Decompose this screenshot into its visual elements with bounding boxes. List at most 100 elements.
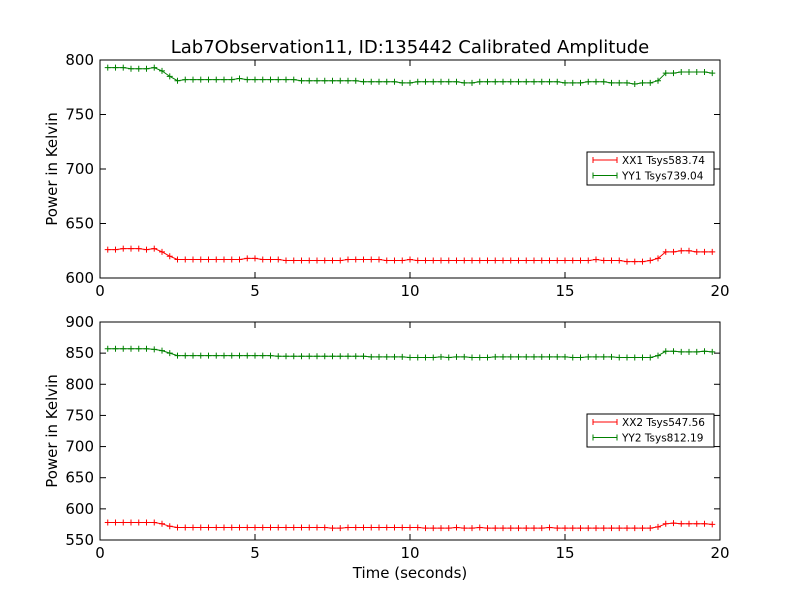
bottom-subplot-data-point: [221, 352, 227, 359]
top-subplot-data-point: [182, 76, 189, 83]
bottom-subplot: 0 5 10 15 20 550 600 650 700 750 800 850 900 Power i…: [43, 313, 730, 582]
bottom-subplot-data-point: [670, 348, 677, 355]
top-subplot-data-point: [438, 78, 444, 85]
bottom-subplot-data-point: [197, 524, 204, 531]
bottom-subplot-data-point: [453, 524, 460, 531]
top-subplot-data-point: [244, 76, 251, 83]
top-subplot-data-point: [329, 257, 336, 264]
top-subplot-data-point: [112, 64, 119, 71]
bottom-subplot-data-point: [600, 525, 607, 532]
top-subplot-data-point: [678, 247, 685, 254]
bottom-subplot-data-point: [244, 524, 251, 531]
top-subplot-data-point: [306, 77, 313, 84]
bottom-subplot-data-point: [678, 348, 685, 355]
bottom-subplot-data-point: [399, 524, 406, 531]
bottom-subplot-data-point: [414, 524, 421, 531]
top-subplot-data-point: [577, 79, 584, 86]
bottom-subplot-data-point: [166, 523, 173, 530]
top-subplot-data-point: [391, 78, 398, 85]
bottom-subplot-data-point: [438, 525, 444, 532]
bottom-subplot-data-point: [655, 352, 661, 359]
bottom-subplot-data-point: [492, 353, 499, 360]
bottom-subplot-data-point: [500, 525, 506, 532]
bottom-subplot-data-point: [143, 345, 150, 352]
bottom-subplot-data-point: [538, 353, 545, 360]
bottom-subplot-data-point: [321, 524, 328, 531]
bottom-subplot-data-point: [383, 353, 390, 360]
top-subplot-data-point: [438, 257, 444, 264]
bottom-subplot-data-point: [624, 525, 630, 532]
bottom-subplot-data-point: [135, 519, 142, 526]
top-subplot-data-point: [267, 256, 274, 263]
top-subplot-data-point: [197, 76, 204, 83]
bottom-subplot-data-point: [655, 523, 661, 530]
top-subplot-data-point: [616, 79, 623, 86]
top-subplot-data-point: [639, 79, 646, 86]
bottom-subplot-data-point: [546, 353, 553, 360]
top-subplot-data-point: [600, 257, 607, 264]
bottom-subplot-data-point: [306, 353, 313, 360]
bottom-subplot-data-point: [120, 345, 127, 352]
bottom-subplot-data-point: [469, 525, 475, 532]
top-subplot-data-point: [469, 257, 475, 264]
bottom-subplot-data-point: [600, 353, 607, 360]
top-subplot-data-point: [686, 68, 692, 75]
top-subplot-data-point: [306, 257, 313, 264]
bottom-subplot-data-point: [538, 525, 545, 532]
top-subplot-data-point: [174, 256, 181, 263]
top-subplot-frame: [99, 59, 721, 279]
top-subplot-data-point: [531, 257, 537, 264]
bottom-subplot-y-tick-label: 750: [65, 406, 94, 424]
bottom-subplot-data-point: [608, 353, 615, 360]
top-subplot-data-point: [368, 256, 375, 263]
top-subplot-data-point: [616, 257, 623, 264]
top-subplot-legend-marker: [592, 172, 618, 179]
top-subplot-data-point: [244, 255, 251, 262]
bottom-subplot-legend-marker: [592, 434, 618, 441]
top-subplot-y-axis-label: Power in Kelvin: [43, 112, 61, 226]
top-subplot-data-point: [422, 78, 429, 85]
top-subplot-y-tick-label: 700: [65, 160, 94, 178]
bottom-subplot-data-point: [360, 524, 367, 531]
top-subplot-data-point: [383, 78, 390, 85]
bottom-subplot-data-point: [569, 354, 576, 361]
top-subplot-data-point: [515, 257, 522, 264]
bottom-subplot-data-point: [352, 524, 359, 531]
bottom-subplot-data-point: [213, 524, 220, 531]
top-subplot-data-point: [298, 77, 305, 84]
bottom-subplot-data-point: [259, 524, 266, 531]
bottom-subplot-data-point: [205, 524, 212, 531]
top-subplot-data-point: [407, 79, 413, 86]
bottom-subplot-data-point: [484, 354, 491, 361]
top-subplot-data-point: [562, 257, 568, 264]
bottom-subplot-data-point: [476, 354, 483, 361]
top-subplot-data-point: [190, 76, 196, 83]
bottom-subplot-data-point: [484, 525, 491, 532]
top-subplot-data-point: [135, 245, 142, 252]
bottom-subplot-data-point: [345, 353, 351, 360]
top-subplot-y-tick-label: 750: [65, 106, 94, 124]
top-subplot-data-point: [321, 257, 328, 264]
top-subplot-data-point: [399, 257, 406, 264]
bottom-subplot-data-point: [662, 348, 669, 355]
top-subplot-data-point: [228, 256, 235, 263]
top-subplot-data-point: [538, 78, 545, 85]
bottom-subplot-data-point: [577, 354, 584, 361]
bottom-subplot-data-point: [647, 354, 654, 361]
bottom-subplot-data-point: [267, 524, 274, 531]
bottom-subplot-data-point: [190, 352, 196, 359]
top-subplot-data-point: [562, 79, 568, 86]
bottom-subplot-data-point: [562, 353, 568, 360]
top-subplot-data-point: [252, 76, 258, 83]
top-subplot-y-tick-label: 800: [65, 51, 94, 69]
top-subplot-data-point: [585, 257, 592, 264]
bottom-subplot-data-point: [205, 352, 212, 359]
top-subplot-data-point: [500, 257, 506, 264]
bottom-subplot-data-point: [345, 524, 351, 531]
top-subplot-data-point: [492, 257, 499, 264]
top-subplot-data-point: [151, 245, 158, 252]
bottom-subplot-data-point: [213, 352, 220, 359]
top-subplot-data-point: [469, 79, 475, 86]
bottom-subplot-data-point: [244, 352, 251, 359]
top-subplot-data-point: [221, 76, 227, 83]
